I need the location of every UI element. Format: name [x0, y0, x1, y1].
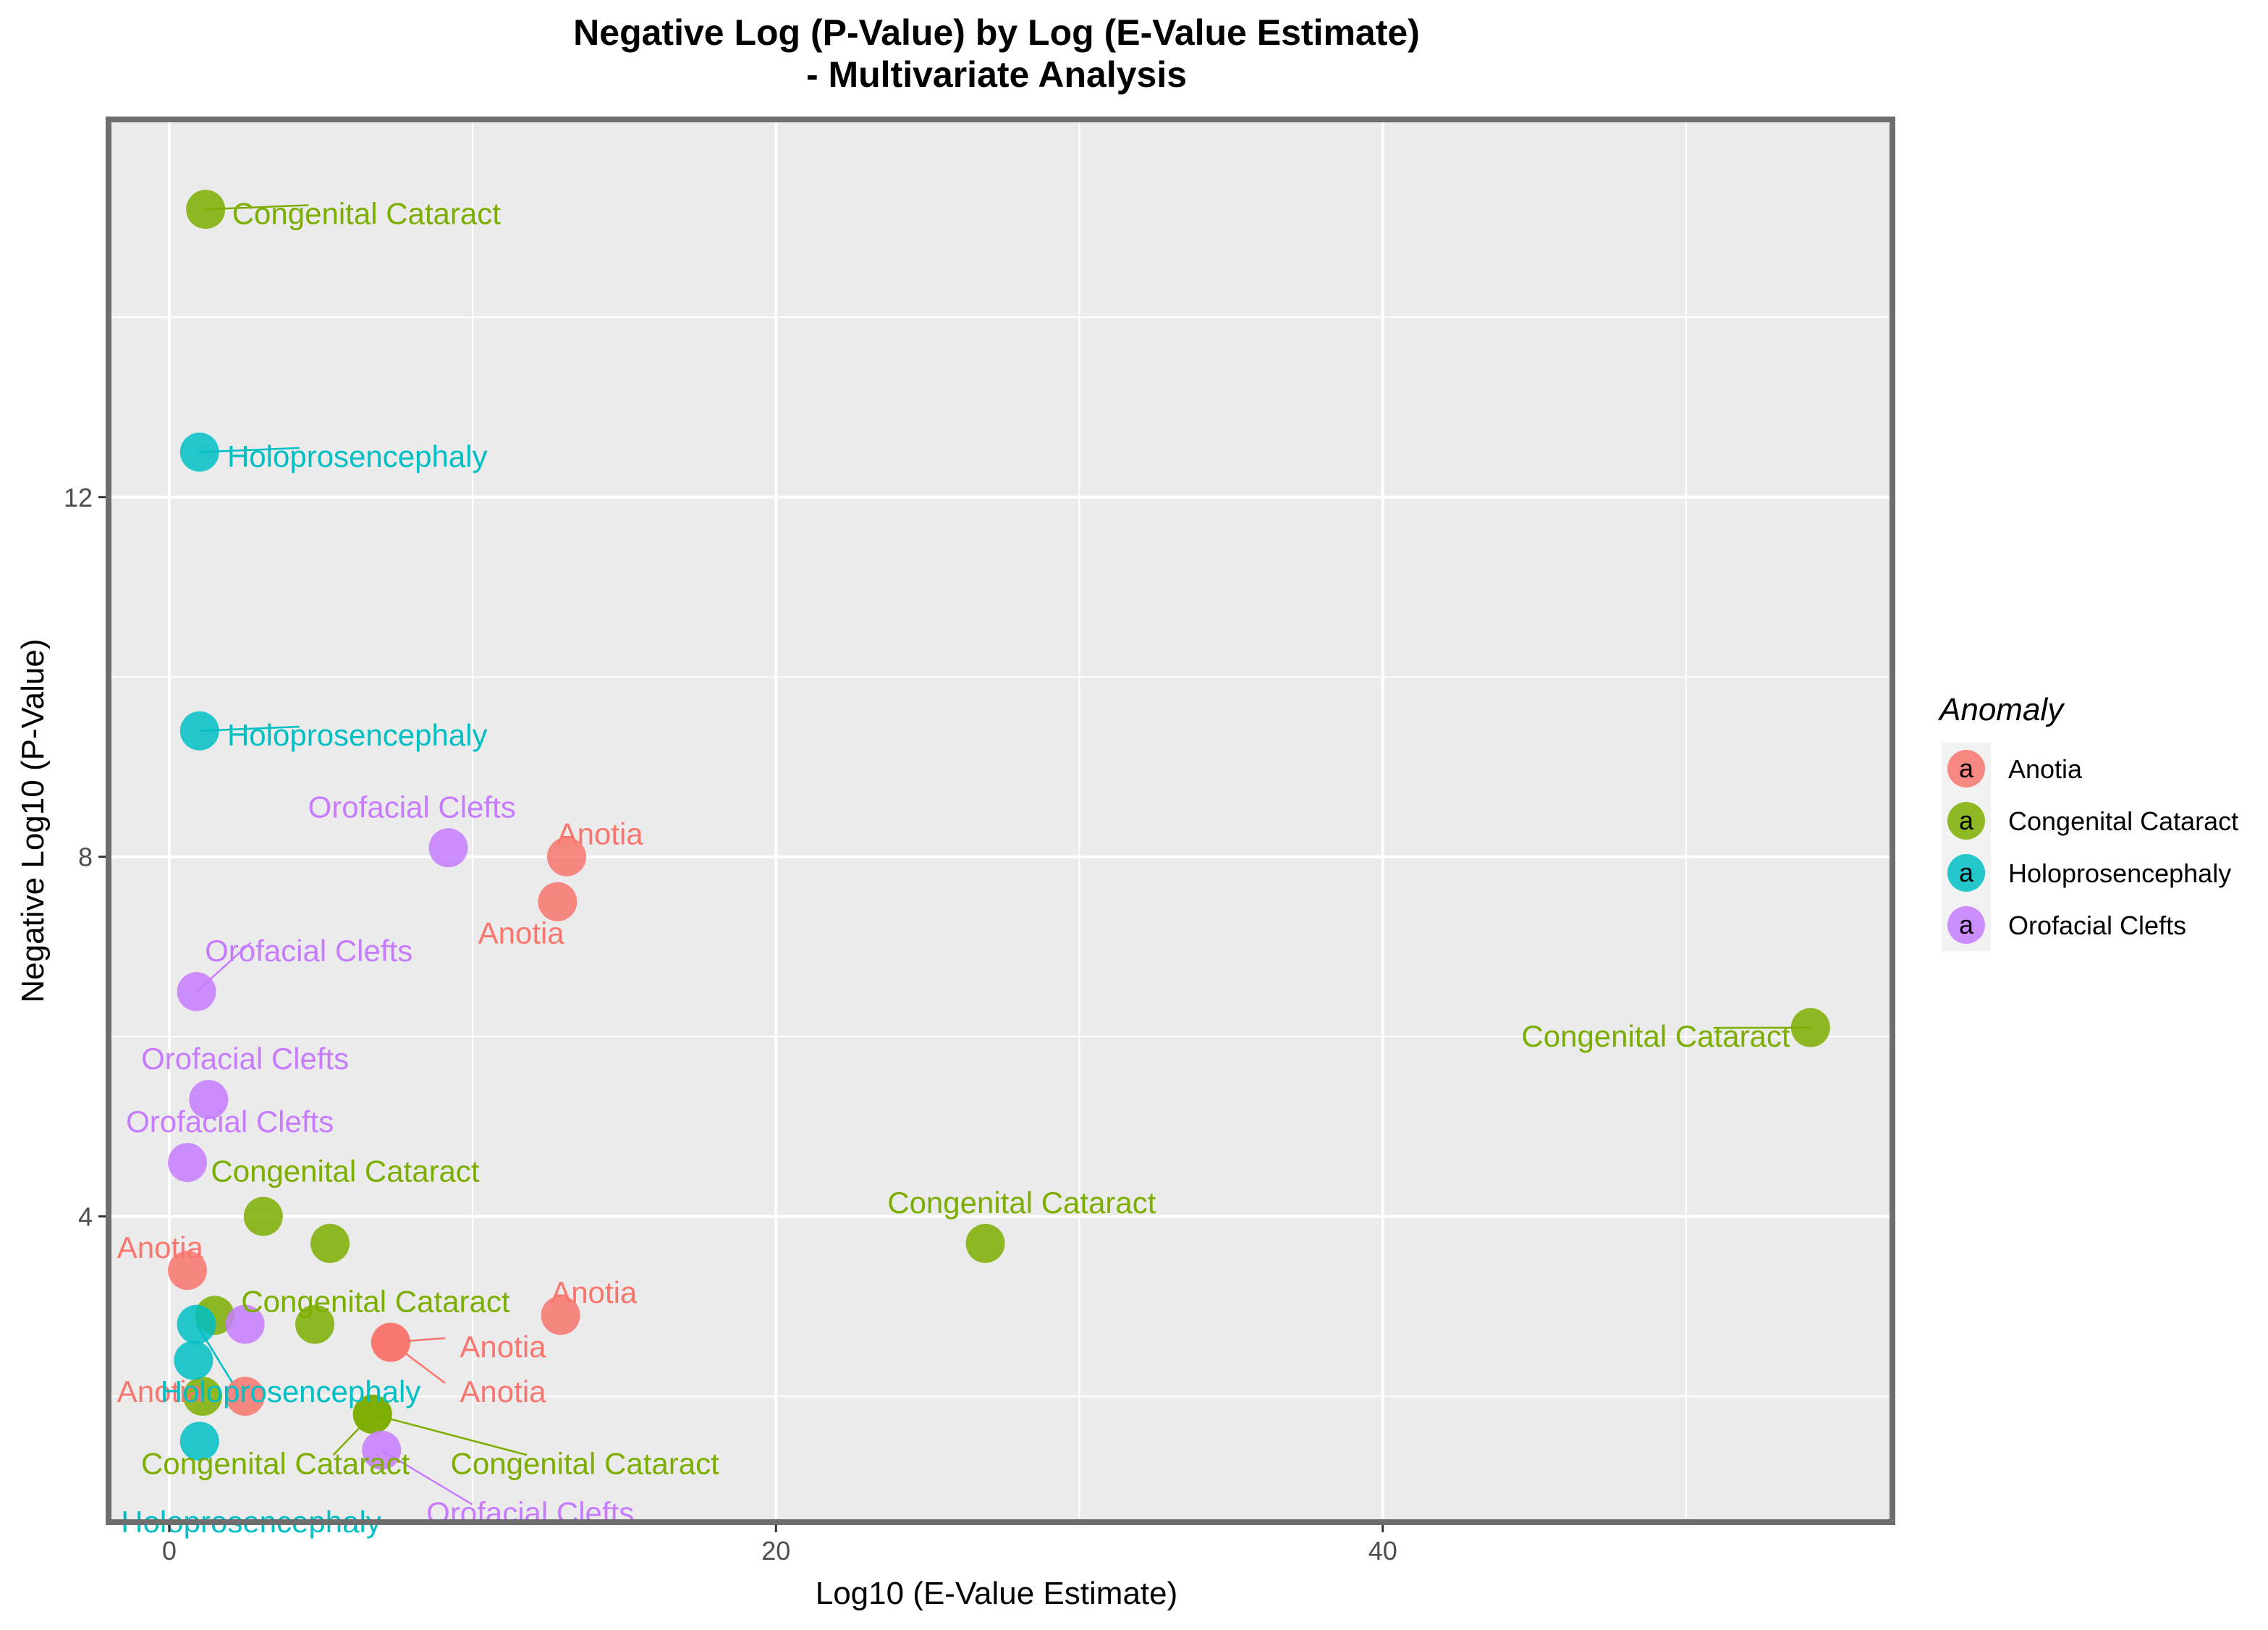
point-label: Orofacial Clefts: [126, 1105, 334, 1139]
y-tick-label: 4: [78, 1202, 93, 1232]
x-tick-label: 20: [761, 1536, 790, 1566]
point-label: Congenital Cataract: [451, 1446, 720, 1480]
point-label: Congenital Cataract: [211, 1154, 480, 1188]
legend-label: Anotia: [2008, 754, 2083, 784]
point-label: Anotia: [557, 817, 644, 851]
point-label: Anotia: [117, 1230, 204, 1264]
plot-border: [106, 117, 1895, 1525]
axis-ticks: 0 20 40 4 8 12: [64, 483, 1397, 1566]
point-label: Orofacial Clefts: [308, 790, 516, 824]
legend-glyph: a: [1959, 910, 1974, 939]
point-label: Orofacial Clefts: [141, 1042, 349, 1076]
point-label: Anotia: [117, 1374, 204, 1409]
point: [362, 1430, 402, 1470]
point: [1790, 1008, 1830, 1047]
point: [225, 1377, 265, 1416]
point: [179, 711, 219, 751]
point-label: Orofacial Clefts: [205, 934, 412, 968]
minor-grid: [109, 119, 1892, 1522]
point: [167, 1251, 207, 1291]
point: [541, 1296, 580, 1335]
point: [538, 882, 577, 921]
legend-title: Anomaly: [1937, 692, 2065, 727]
y-tick-label: 12: [64, 483, 93, 512]
legend-swatch: [1947, 906, 1985, 944]
point: [177, 972, 216, 1012]
legend-swatch: [1947, 854, 1985, 892]
y-tick-label: 8: [78, 843, 93, 872]
point-label: Anotia: [460, 1374, 546, 1409]
point-label: Anotia: [478, 916, 565, 950]
legend-swatch: [1947, 750, 1985, 787]
point: [243, 1196, 283, 1236]
legend-swatch: [1947, 802, 1985, 840]
major-grid: [109, 119, 1892, 1522]
point-label: Congenital Cataract: [241, 1285, 510, 1319]
point: [965, 1223, 1005, 1263]
point-label: Congenital Cataract: [1521, 1019, 1790, 1053]
x-tick-label: 40: [1368, 1536, 1397, 1566]
legend-glyph: a: [1959, 858, 1974, 887]
label-leader: [372, 1413, 528, 1456]
x-axis-title: Log10 (E-Value Estimate): [816, 1576, 1178, 1611]
point: [174, 1340, 213, 1380]
legend-label: Orofacial Clefts: [2008, 911, 2186, 940]
plot-panel: [109, 119, 1892, 1522]
point: [428, 828, 468, 868]
point: [295, 1304, 335, 1344]
point: [189, 1080, 229, 1120]
chart-title: Negative Log (P-Value) by Log (E-Value E…: [573, 12, 1420, 53]
point: [167, 1143, 207, 1183]
point: [179, 1422, 219, 1461]
point: [182, 1377, 222, 1416]
point: [179, 432, 219, 472]
point-label: Anotia: [551, 1275, 638, 1309]
y-axis-title: Negative Log10 (P-Value): [15, 638, 51, 1002]
point-label: Holoprosencephaly: [161, 1374, 421, 1409]
legend-label: Congenital Cataract: [2008, 806, 2238, 836]
point: [352, 1394, 392, 1434]
x-tick-label: 0: [162, 1536, 177, 1566]
point-label: Congenital Cataract: [141, 1446, 410, 1480]
legend-glyph: a: [1959, 753, 1974, 783]
points: [167, 190, 1830, 1470]
point: [371, 1322, 410, 1362]
chart-subtitle: - Multivariate Analysis: [806, 54, 1187, 95]
legend-label: Holoprosencephaly: [2008, 858, 2231, 888]
legend: a Anotia a Congenital Cataract a Holoprosence…: [1942, 743, 2238, 951]
point-label: Congenital Cataract: [232, 196, 502, 230]
point-label: Holoprosencephaly: [227, 439, 488, 473]
point-label: Congenital Cataract: [887, 1186, 1156, 1220]
point: [547, 837, 587, 877]
point-label: Holoprosencephaly: [227, 718, 488, 752]
point-label: Anotia: [460, 1330, 546, 1364]
point: [310, 1223, 350, 1263]
point: [186, 190, 226, 229]
point: [225, 1304, 265, 1344]
legend-glyph: a: [1959, 806, 1974, 835]
point: [177, 1304, 216, 1344]
